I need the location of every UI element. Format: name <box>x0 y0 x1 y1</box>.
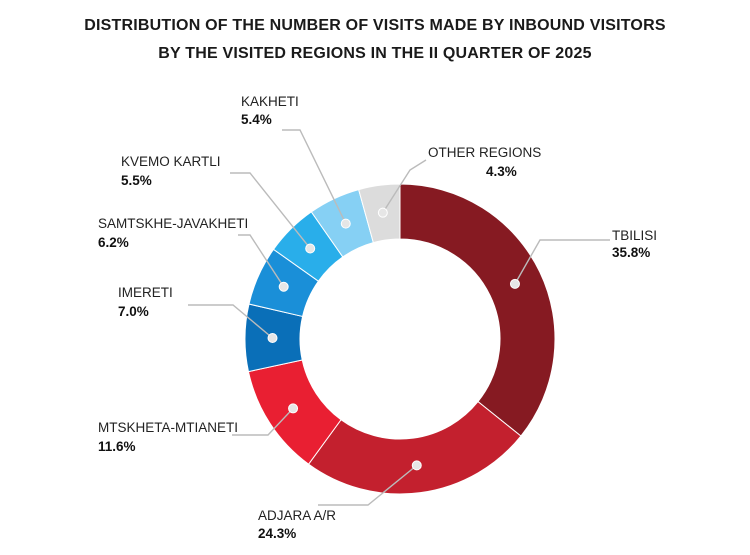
slice-value-mtskheta-mtianeti: 11.6% <box>98 439 136 454</box>
leader-line-mtskheta-mtianeti <box>232 407 294 436</box>
leader-dot-other-regions <box>377 207 388 218</box>
leader-dot-mtskheta-mtianeti <box>288 403 299 414</box>
slice-value-other-regions: 4.3% <box>486 164 517 179</box>
leader-line-kvemo-kartli <box>230 172 311 249</box>
leader-dot-adjara-a-r <box>411 460 422 471</box>
slice-value-tbilisi: 35.8% <box>612 245 650 260</box>
slice-value-imereti: 7.0% <box>118 304 149 319</box>
slice-label-adjara-a-r: ADJARA A/R <box>258 508 336 523</box>
leader-line-tbilisi <box>514 239 610 285</box>
leader-line-samtskhe-javakheti <box>238 234 285 288</box>
donut-slices <box>244 183 556 495</box>
slice-label-kvemo-kartli: KVEMO KARTLI <box>121 154 221 169</box>
leader-line-kakheti <box>282 129 347 224</box>
leader-dot-tbilisi <box>509 278 520 289</box>
slice-labels: TBILISI 35.8% ADJARA A/R 24.3% MTSKHETA-MTIA… <box>98 94 657 541</box>
slice-label-samtskhe-javakheti: SAMTSKHE-JAVAKHETI <box>98 216 248 231</box>
slice-label-tbilisi: TBILISI <box>612 228 657 243</box>
slice-label-other-regions: OTHER REGIONS <box>428 145 541 160</box>
leader-line-imereti <box>188 304 273 339</box>
leader-line-other-regions <box>382 159 427 214</box>
chart-title-line-2: BY THE VISITED REGIONS IN THE II QUARTER… <box>158 45 592 62</box>
leader-dot-imereti <box>267 332 278 343</box>
leader-line-adjara-a-r <box>318 464 418 506</box>
slice-value-kvemo-kartli: 5.5% <box>121 173 152 188</box>
leader-dot-kakheti <box>340 218 351 229</box>
slice-value-adjara-a-r: 24.3% <box>258 526 296 541</box>
leader-dot-kvemo-kartli <box>305 243 316 254</box>
slice-label-imereti: IMERETI <box>118 285 173 300</box>
leader-dot-samtskhe-javakheti <box>278 281 289 292</box>
leader-lines <box>188 129 610 506</box>
chart-title: DISTRIBUTION OF THE NUMBER OF VISITS MAD… <box>0 12 750 68</box>
slice-value-samtskhe-javakheti: 6.2% <box>98 235 129 250</box>
slice-label-mtskheta-mtianeti: MTSKHETA-MTIANETI <box>98 420 238 435</box>
chart-title-line-1: DISTRIBUTION OF THE NUMBER OF VISITS MAD… <box>84 17 666 34</box>
slice-value-kakheti: 5.4% <box>241 112 272 127</box>
slice-adjara-a-r <box>307 400 522 495</box>
slice-tbilisi <box>399 183 556 437</box>
slice-label-kakheti: KAKHETI <box>241 94 299 109</box>
